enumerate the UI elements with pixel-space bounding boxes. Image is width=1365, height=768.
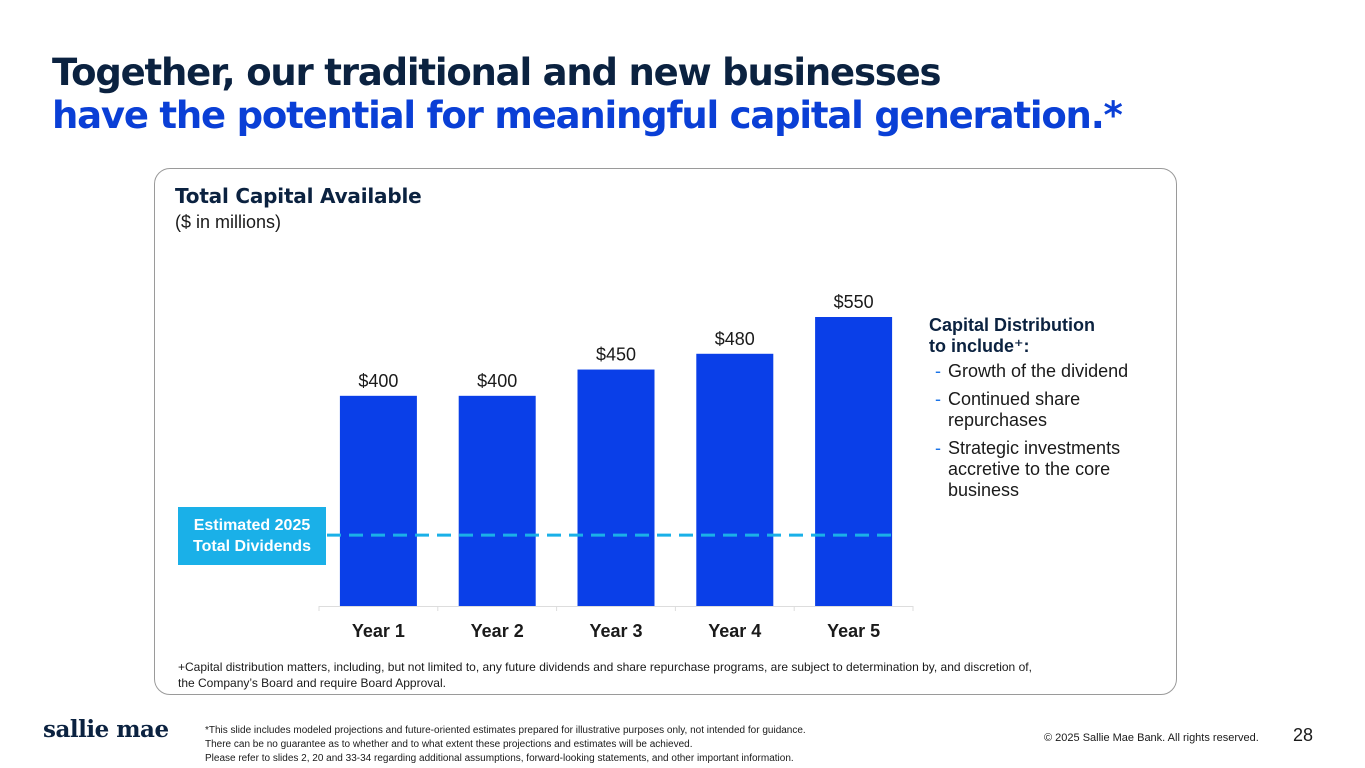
disclaimer-line: Please refer to slides 2, 20 and 33-34 r… xyxy=(205,753,794,764)
bar-value-label: $480 xyxy=(715,329,755,349)
x-tick-label: Year 2 xyxy=(471,621,524,641)
disclaimer: *This slide includes modeled projections… xyxy=(205,724,965,766)
bar-value-label: $450 xyxy=(596,345,636,365)
bar-value-label: $400 xyxy=(358,371,398,391)
bar-year-3 xyxy=(577,369,655,606)
bar-value-label: $400 xyxy=(477,371,517,391)
chart-subtitle: ($ in millions) xyxy=(175,212,282,232)
x-tick-label: Year 1 xyxy=(352,621,405,641)
chart-panel xyxy=(154,168,1177,695)
copyright: © 2025 Sallie Mae Bank. All rights reser… xyxy=(1044,732,1259,744)
dividends-reference-label: Estimated 2025 Total Dividends xyxy=(178,507,326,565)
disclaimer-line: There can be no guarantee as to whether … xyxy=(205,739,693,750)
list-item: - Growth of the dividend xyxy=(935,361,1129,381)
bar-year-4 xyxy=(696,353,774,606)
x-tick-label: Year 5 xyxy=(827,621,880,641)
distribution-heading-line2: to include⁺: xyxy=(929,336,1030,356)
bar-year-5 xyxy=(815,317,893,606)
sallie-mae-logo: sallie mae xyxy=(43,716,169,743)
distribution-heading-line1: Capital Distribution xyxy=(929,315,1095,335)
footnote-line: the Company’s Board and require Board Ap… xyxy=(178,676,446,690)
bar-year-1 xyxy=(339,395,417,606)
dash-icon: - xyxy=(935,389,941,409)
distribution-heading: Capital Distribution to include⁺: xyxy=(929,315,1095,357)
dash-icon: - xyxy=(935,438,941,458)
list-item: - Continued share repurchases xyxy=(935,389,1081,430)
slide-title-line1: Together, our traditional and new busine… xyxy=(52,51,942,94)
page-number: 28 xyxy=(1293,725,1314,745)
distribution-list: - Growth of the dividend - Continued share… xyxy=(933,361,1163,508)
x-tick-label: Year 3 xyxy=(589,621,642,641)
dividends-label-line2: Total Dividends xyxy=(193,538,311,555)
dash-icon: - xyxy=(935,361,941,381)
x-tick-label: Year 4 xyxy=(708,621,761,641)
bar-value-label: $550 xyxy=(834,292,874,312)
disclaimer-line: *This slide includes modeled projections… xyxy=(205,725,806,736)
dividends-label-line1: Estimated 2025 xyxy=(193,517,311,534)
list-item: - Strategic investments accretive to the … xyxy=(935,438,1121,500)
chart-title: Total Capital Available xyxy=(175,184,422,208)
bar-year-2 xyxy=(458,395,536,606)
footnote-line: +Capital distribution matters, including… xyxy=(178,660,1032,674)
slide-title-line2: have the potential for meaningful capita… xyxy=(52,94,1123,137)
chart-footnote: +Capital distribution matters, including… xyxy=(178,659,1138,691)
